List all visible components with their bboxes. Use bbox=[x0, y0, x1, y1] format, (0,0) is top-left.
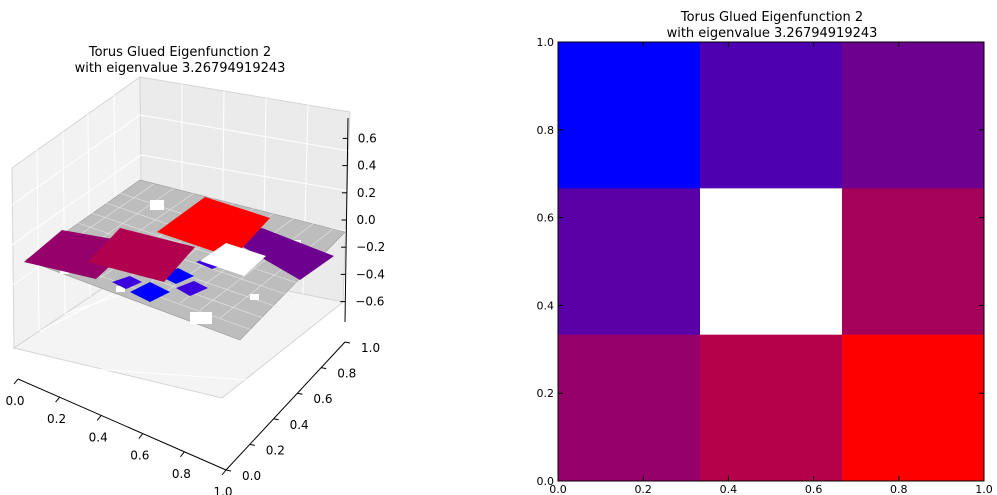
y-tick-label: 1.0 bbox=[361, 341, 380, 355]
heatmap-cell bbox=[700, 42, 843, 189]
heatmap-cell bbox=[558, 334, 701, 482]
y-tick-label: 0.8 bbox=[337, 367, 356, 381]
y-tick-label: 0.2 bbox=[266, 443, 285, 457]
y-tick-mark bbox=[249, 443, 255, 446]
x-tick-label: 0.4 bbox=[89, 430, 108, 444]
z-tick-label: −0.6 bbox=[355, 295, 384, 309]
y-tick-mark bbox=[344, 341, 351, 344]
plot3d-title-line1: Torus Glued Eigenfunction 2 bbox=[88, 45, 271, 60]
heatmap-title-line2: with eigenvalue 3.26794919243 bbox=[667, 26, 878, 41]
heatmap-y-tick-label: 0.8 bbox=[537, 124, 555, 137]
x-axis-line bbox=[17, 378, 227, 471]
z-tick-label: −0.4 bbox=[356, 267, 385, 281]
plane-purple bbox=[226, 228, 334, 280]
heatmap-cell bbox=[842, 334, 985, 482]
z-tick-label: 0.0 bbox=[357, 213, 376, 227]
y-tick-mark bbox=[273, 418, 279, 421]
heatmap-cell bbox=[842, 42, 985, 189]
z-tick-label: 0.2 bbox=[357, 186, 376, 200]
heatmap-y-tick-label: 0.4 bbox=[537, 299, 555, 312]
x-tick-mark bbox=[180, 451, 185, 458]
x-tick-label: 0.6 bbox=[130, 449, 149, 463]
heatmap-title-line1: Torus Glued Eigenfunction 2 bbox=[680, 10, 863, 25]
plane-white bbox=[200, 243, 266, 276]
y-tick-mark bbox=[297, 392, 303, 395]
heatmap-ticks: 0.0 0.2 0.4 0.6 0.8 1.0 0.0 0.2 0.4 0.6 0.8 1.0 bbox=[537, 36, 993, 495]
heatmap-cell bbox=[842, 188, 985, 336]
x-tick-label: 0.0 bbox=[5, 394, 24, 408]
x-tick-mark bbox=[13, 378, 19, 385]
x-tick-mark bbox=[221, 469, 227, 476]
x-tick-label: 0.8 bbox=[172, 467, 191, 481]
heatmap-frame bbox=[557, 41, 985, 482]
heatmap-cell bbox=[558, 42, 701, 189]
y-tick-label: 0.4 bbox=[290, 418, 309, 432]
heatmap-y-tick-label: 1.0 bbox=[537, 36, 555, 49]
x-tick-mark bbox=[55, 396, 60, 403]
heatmap-y-tick-label: 0.0 bbox=[537, 475, 555, 488]
heatmap-x-tick-label: 0.2 bbox=[634, 483, 652, 495]
plot3d-ticks: 0.0 0.2 0.4 0.6 0.8 1.0 0.0 0.2 0.4 0.6 0.8 1.0 0.6 0… bbox=[5, 131, 385, 495]
heatmap-y-tick-label: 0.6 bbox=[537, 212, 555, 225]
heatmap-cell bbox=[700, 188, 843, 336]
heatmap-x-tick-label: 0.4 bbox=[720, 483, 738, 495]
heatmap-y-tick-label: 0.2 bbox=[537, 387, 555, 400]
heatmap-cell bbox=[558, 188, 701, 336]
heatmap-cell bbox=[700, 334, 843, 482]
z-tick-label: −0.2 bbox=[356, 240, 385, 254]
plane-red bbox=[157, 197, 270, 258]
heatmap-x-tick-label: 0.0 bbox=[549, 483, 567, 495]
x-tick-label: 0.2 bbox=[47, 412, 66, 426]
heatmap-x-tick-label: 1.0 bbox=[975, 483, 993, 495]
y-axis-line bbox=[225, 341, 346, 471]
z-tick-label: 0.6 bbox=[358, 131, 377, 145]
plane-crimson bbox=[88, 228, 195, 282]
y-tick-mark bbox=[225, 469, 232, 472]
y-tick-label: 0.0 bbox=[242, 469, 261, 483]
plot3d-title-line2: with eigenvalue 3.26794919243 bbox=[75, 61, 286, 76]
heatmap-x-tick-label: 0.6 bbox=[805, 483, 823, 495]
y-tick-label: 0.6 bbox=[313, 392, 332, 406]
z-tick-label: 0.4 bbox=[357, 159, 376, 173]
heatmap-x-tick-label: 0.8 bbox=[890, 483, 908, 495]
y-tick-mark bbox=[321, 367, 327, 370]
x-tick-mark bbox=[96, 415, 102, 421]
x-tick-label: 1.0 bbox=[213, 485, 232, 495]
x-tick-mark bbox=[138, 433, 144, 439]
heatmap-cells bbox=[558, 42, 985, 482]
